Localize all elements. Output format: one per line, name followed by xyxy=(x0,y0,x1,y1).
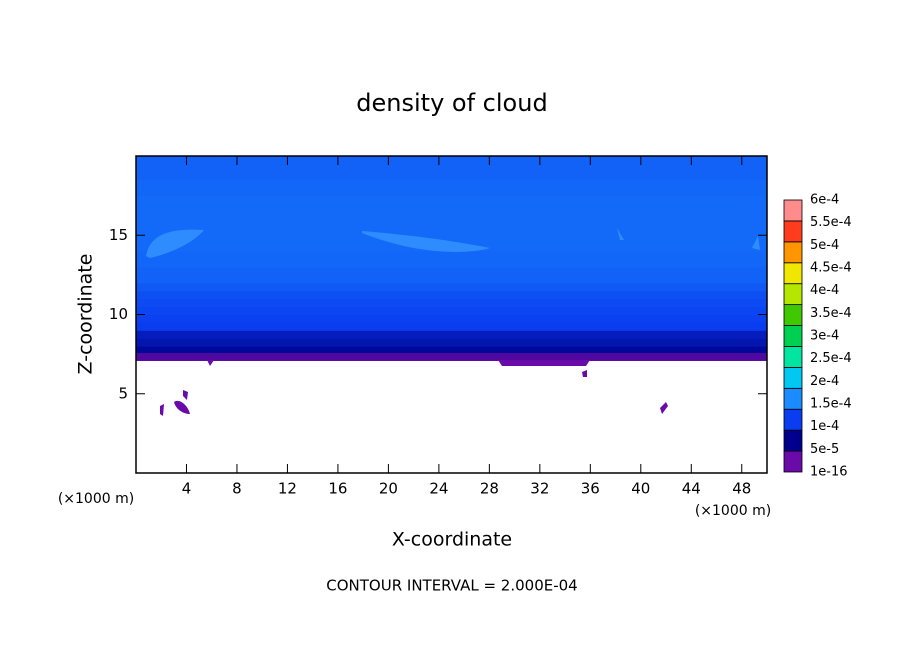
x-tick-label: 40 xyxy=(631,480,650,498)
x-axis-label: X-coordinate xyxy=(392,529,512,551)
chart-title: density of cloud xyxy=(356,89,547,117)
x-unit: (×1000 m) xyxy=(695,503,771,519)
y-unit: (×1000 m) xyxy=(58,491,134,507)
colorbar-label: 4.5e-4 xyxy=(810,261,852,276)
colorbar-label: 3e-4 xyxy=(810,329,839,344)
colorbar-box xyxy=(783,346,803,368)
contour-band xyxy=(136,330,767,339)
contour-patches xyxy=(146,228,760,416)
x-tick-label: 32 xyxy=(530,480,549,498)
colorbar-box xyxy=(783,408,803,431)
colorbar-label: 5.5e-4 xyxy=(810,215,852,230)
colorbar-label: 2.5e-4 xyxy=(810,351,852,366)
colorbar-box xyxy=(783,283,803,306)
x-tick-label: 44 xyxy=(682,480,701,498)
colorbar-label: 5e-4 xyxy=(810,238,839,253)
x-tick-label: 20 xyxy=(379,480,398,498)
contour-band xyxy=(136,298,767,308)
colorbar-box xyxy=(783,304,803,326)
x-tick-label: 4 xyxy=(182,480,192,498)
colorbar-label: 5e-5 xyxy=(810,442,839,457)
x-tick-label: 16 xyxy=(328,480,347,498)
patch xyxy=(582,370,587,377)
colorbar-label: 1.5e-4 xyxy=(810,397,852,412)
x-tick-label: 24 xyxy=(429,480,448,498)
contour-band xyxy=(136,251,767,268)
contour-band xyxy=(136,322,767,331)
patch xyxy=(207,360,214,366)
contour-band xyxy=(136,346,767,354)
colorbar-box xyxy=(783,262,803,285)
contour-field xyxy=(136,156,767,361)
colorbar-box xyxy=(783,220,803,243)
contour-band xyxy=(136,306,767,315)
contour-band xyxy=(136,156,767,181)
y-tick-label: 5 xyxy=(118,384,128,402)
footer-note: CONTOUR INTERVAL = 2.000E-04 xyxy=(326,577,577,595)
patch xyxy=(660,402,668,414)
patch xyxy=(160,404,164,416)
patch xyxy=(617,228,624,240)
patch xyxy=(362,231,490,252)
patch xyxy=(146,229,204,258)
x-tick-label: 8 xyxy=(232,480,242,498)
patch xyxy=(498,360,590,366)
x-tick-label: 36 xyxy=(581,480,600,498)
contour-band xyxy=(136,352,767,361)
x-tick-label: 28 xyxy=(480,480,499,498)
contour-band xyxy=(136,338,767,347)
colorbar-box xyxy=(783,366,803,389)
colorbar-box xyxy=(783,241,803,264)
colorbar-label: 2e-4 xyxy=(810,374,839,389)
contour-band xyxy=(136,282,767,292)
patch xyxy=(752,236,760,250)
contour-band xyxy=(136,266,767,284)
colorbar-label: 1e-16 xyxy=(810,465,848,480)
x-tick-label: 48 xyxy=(732,480,751,498)
colorbar-box xyxy=(783,450,803,473)
contour-band xyxy=(136,290,767,300)
patch xyxy=(174,400,190,414)
colorbar-label: 3.5e-4 xyxy=(810,306,852,321)
colorbar-box xyxy=(783,387,803,410)
colorbar-label: 1e-4 xyxy=(810,419,839,434)
colorbar-label: 4e-4 xyxy=(810,283,839,298)
y-tick-label: 15 xyxy=(109,226,128,244)
contour-band xyxy=(136,314,767,323)
colorbar-box xyxy=(783,429,803,452)
colorbar-box xyxy=(783,325,803,347)
x-tick-label: 12 xyxy=(278,480,297,498)
y-axis-label: Z-coordinate xyxy=(75,254,97,375)
y-tick-label: 10 xyxy=(109,305,128,323)
patch xyxy=(183,390,188,400)
colorbar-label: 6e-4 xyxy=(810,193,839,208)
contour-band xyxy=(136,179,767,197)
colorbar-box xyxy=(783,199,803,222)
